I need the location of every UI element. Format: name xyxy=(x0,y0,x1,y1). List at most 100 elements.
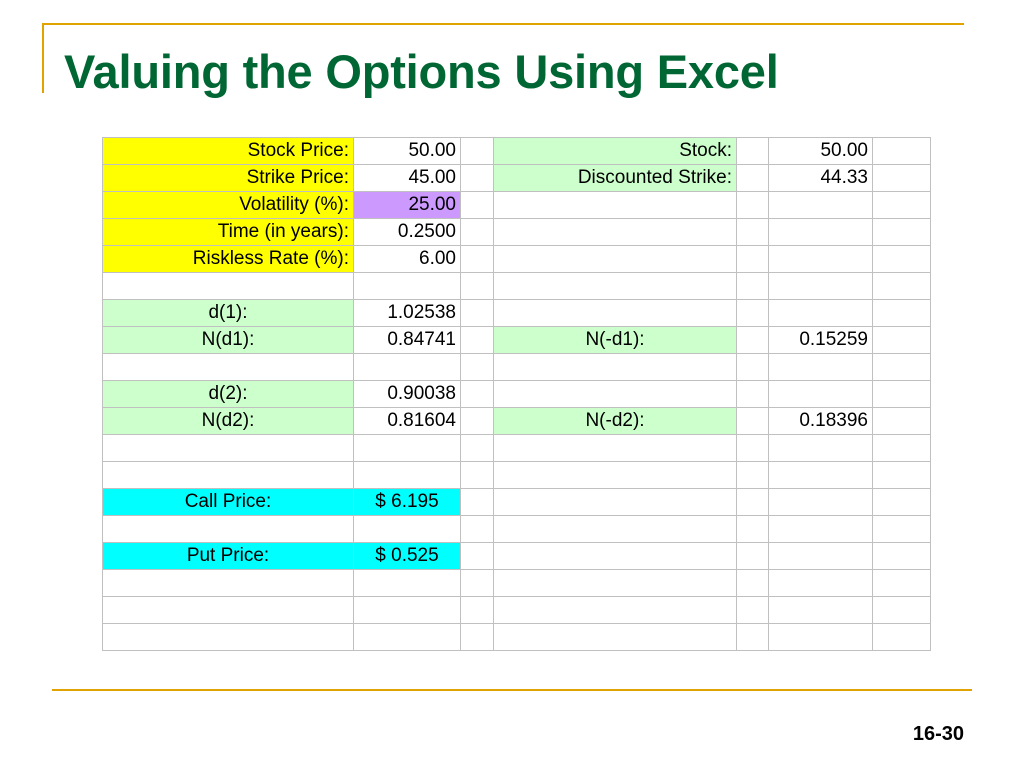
empty-cell[interactable] xyxy=(460,326,494,354)
empty-cell[interactable] xyxy=(872,353,931,381)
right-label-cell[interactable] xyxy=(493,596,737,624)
empty-cell[interactable] xyxy=(872,380,931,408)
empty-cell[interactable] xyxy=(736,299,769,327)
right-value-cell[interactable] xyxy=(768,191,873,219)
empty-cell[interactable] xyxy=(460,299,494,327)
empty-cell[interactable] xyxy=(736,272,769,300)
empty-cell[interactable] xyxy=(460,569,494,597)
empty-cell[interactable] xyxy=(460,353,494,381)
right-label-cell[interactable] xyxy=(493,515,737,543)
label-cell[interactable]: N(d1): xyxy=(102,326,354,354)
empty-cell[interactable] xyxy=(736,326,769,354)
right-value-cell[interactable] xyxy=(768,515,873,543)
right-value-cell[interactable] xyxy=(768,434,873,462)
right-value-cell[interactable] xyxy=(768,623,873,651)
right-value-cell[interactable] xyxy=(768,596,873,624)
label-cell[interactable] xyxy=(102,569,354,597)
right-value-cell[interactable] xyxy=(768,380,873,408)
value-cell[interactable] xyxy=(353,461,461,489)
empty-cell[interactable] xyxy=(736,164,769,192)
right-label-cell[interactable] xyxy=(493,461,737,489)
right-label-cell[interactable]: Discounted Strike: xyxy=(493,164,737,192)
call-price-label[interactable]: Call Price: xyxy=(102,488,354,516)
value-cell[interactable] xyxy=(353,569,461,597)
value-cell[interactable]: 6.00 xyxy=(353,245,461,273)
right-value-cell[interactable] xyxy=(768,488,873,516)
empty-cell[interactable] xyxy=(736,488,769,516)
empty-cell[interactable] xyxy=(872,596,931,624)
empty-cell[interactable] xyxy=(460,164,494,192)
label-cell[interactable]: d(1): xyxy=(102,299,354,327)
right-value-cell[interactable] xyxy=(768,569,873,597)
right-label-cell[interactable] xyxy=(493,245,737,273)
right-value-cell[interactable]: 0.18396 xyxy=(768,407,873,435)
value-cell[interactable]: 0.84741 xyxy=(353,326,461,354)
empty-cell[interactable] xyxy=(872,434,931,462)
put-price-label[interactable]: Put Price: xyxy=(102,542,354,570)
value-cell[interactable] xyxy=(353,272,461,300)
right-label-cell[interactable]: N(-d1): xyxy=(493,326,737,354)
right-label-cell[interactable] xyxy=(493,191,737,219)
right-label-cell[interactable] xyxy=(493,434,737,462)
empty-cell[interactable] xyxy=(872,569,931,597)
right-value-cell[interactable] xyxy=(768,542,873,570)
value-cell[interactable]: 45.00 xyxy=(353,164,461,192)
label-cell[interactable]: Stock Price: xyxy=(102,137,354,165)
empty-cell[interactable] xyxy=(460,623,494,651)
right-label-cell[interactable] xyxy=(493,380,737,408)
empty-cell[interactable] xyxy=(460,596,494,624)
empty-cell[interactable] xyxy=(736,353,769,381)
label-cell[interactable]: Riskless Rate (%): xyxy=(102,245,354,273)
right-label-cell[interactable] xyxy=(493,353,737,381)
value-cell[interactable] xyxy=(353,596,461,624)
empty-cell[interactable] xyxy=(872,299,931,327)
label-cell[interactable]: d(2): xyxy=(102,380,354,408)
value-cell[interactable]: 0.2500 xyxy=(353,218,461,246)
empty-cell[interactable] xyxy=(460,191,494,219)
right-label-cell[interactable] xyxy=(493,569,737,597)
empty-cell[interactable] xyxy=(872,218,931,246)
right-label-cell[interactable] xyxy=(493,299,737,327)
value-cell[interactable]: 25.00 xyxy=(353,191,461,219)
value-cell[interactable]: 1.02538 xyxy=(353,299,461,327)
label-cell[interactable]: Strike Price: xyxy=(102,164,354,192)
empty-cell[interactable] xyxy=(736,218,769,246)
value-cell[interactable] xyxy=(353,515,461,543)
right-label-cell[interactable]: N(-d2): xyxy=(493,407,737,435)
right-value-cell[interactable] xyxy=(768,461,873,489)
empty-cell[interactable] xyxy=(460,515,494,543)
empty-cell[interactable] xyxy=(872,245,931,273)
empty-cell[interactable] xyxy=(736,569,769,597)
call-price-value[interactable]: $ 6.195 xyxy=(353,488,461,516)
right-value-cell[interactable] xyxy=(768,353,873,381)
value-cell[interactable]: 50.00 xyxy=(353,137,461,165)
empty-cell[interactable] xyxy=(736,380,769,408)
empty-cell[interactable] xyxy=(872,488,931,516)
label-cell[interactable] xyxy=(102,623,354,651)
right-value-cell[interactable]: 0.15259 xyxy=(768,326,873,354)
empty-cell[interactable] xyxy=(736,596,769,624)
empty-cell[interactable] xyxy=(872,326,931,354)
empty-cell[interactable] xyxy=(872,515,931,543)
right-label-cell[interactable] xyxy=(493,488,737,516)
right-value-cell[interactable]: 50.00 xyxy=(768,137,873,165)
label-cell[interactable] xyxy=(102,272,354,300)
empty-cell[interactable] xyxy=(736,434,769,462)
label-cell[interactable] xyxy=(102,515,354,543)
label-cell[interactable]: Volatility (%): xyxy=(102,191,354,219)
empty-cell[interactable] xyxy=(736,191,769,219)
empty-cell[interactable] xyxy=(460,488,494,516)
right-value-cell[interactable]: 44.33 xyxy=(768,164,873,192)
label-cell[interactable] xyxy=(102,596,354,624)
empty-cell[interactable] xyxy=(460,380,494,408)
empty-cell[interactable] xyxy=(872,542,931,570)
empty-cell[interactable] xyxy=(872,461,931,489)
label-cell[interactable] xyxy=(102,353,354,381)
empty-cell[interactable] xyxy=(460,272,494,300)
empty-cell[interactable] xyxy=(460,137,494,165)
right-label-cell[interactable] xyxy=(493,623,737,651)
empty-cell[interactable] xyxy=(736,137,769,165)
empty-cell[interactable] xyxy=(736,542,769,570)
empty-cell[interactable] xyxy=(460,407,494,435)
empty-cell[interactable] xyxy=(460,542,494,570)
